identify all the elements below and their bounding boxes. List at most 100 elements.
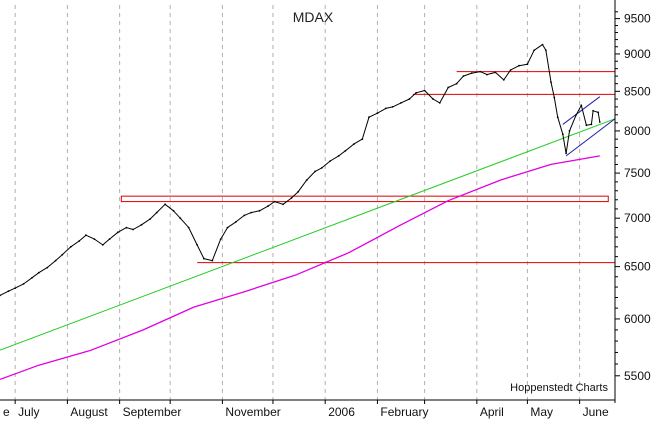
- grid-lines: [14, 5, 581, 404]
- plot-background: [0, 0, 615, 400]
- price-point-23: [179, 217, 182, 220]
- y-tick-label-8500: 8500: [624, 84, 651, 98]
- price-line: [0, 44, 601, 296]
- price-point-14: [108, 238, 111, 241]
- price-point-47: [368, 116, 370, 119]
- price-point-80: [590, 123, 593, 126]
- price-point-44: [344, 149, 347, 152]
- price-point-25: [196, 244, 199, 246]
- price-point-74: [561, 133, 564, 136]
- price-point-17: [132, 228, 135, 231]
- price-point-13: [101, 244, 104, 246]
- price-point-29: [226, 226, 229, 229]
- x-tick-label-6: February: [380, 405, 428, 419]
- price-point-53: [415, 91, 418, 94]
- source-label: Hoppenstedt Charts: [510, 382, 608, 394]
- x-tick-label-9: June: [583, 405, 609, 419]
- price-point-66: [518, 64, 520, 67]
- chart-title: MDAX: [293, 9, 334, 25]
- y-tick-label-9000: 9000: [624, 47, 651, 61]
- price-point-52: [408, 98, 411, 100]
- price-point-3: [22, 283, 25, 285]
- price-point-9: [69, 245, 72, 248]
- price-point-27: [211, 259, 214, 262]
- price-point-77: [575, 113, 578, 116]
- x-tick-label-7: April: [480, 405, 504, 419]
- price-point-0: [0, 294, 1, 297]
- price-point-55: [432, 98, 434, 100]
- x-tick-label-0: e: [3, 405, 10, 419]
- price-point-10: [78, 240, 81, 242]
- price-point-43: [337, 155, 340, 157]
- price-point-51: [400, 102, 402, 104]
- price-point-19: [149, 218, 151, 221]
- price-point-58: [455, 82, 458, 85]
- price-point-26: [203, 257, 205, 260]
- price-point-41: [320, 167, 323, 169]
- price-point-34: [267, 205, 269, 208]
- price-point-21: [164, 203, 167, 206]
- price-point-8: [61, 253, 64, 256]
- price-point-30: [235, 221, 237, 223]
- price-point-40: [314, 170, 316, 173]
- price-point-46: [361, 138, 364, 141]
- x-tick-label-5: 2006: [328, 405, 355, 419]
- price-point-69: [541, 43, 544, 46]
- price-point-38: [297, 190, 300, 193]
- channel-line-1: [562, 96, 601, 125]
- price-point-33: [258, 209, 261, 212]
- channel-line-2: [565, 118, 616, 157]
- y-tick-label-5500: 5500: [624, 369, 651, 383]
- price-point-1: [7, 290, 10, 293]
- x-tick-label-2: August: [70, 405, 108, 419]
- price-point-64: [502, 79, 505, 81]
- price-point-59: [462, 75, 465, 77]
- price-point-83: [598, 121, 601, 123]
- x-tick-label-8: May: [530, 405, 553, 419]
- price-point-28: [219, 238, 222, 241]
- price-point-60: [470, 72, 473, 74]
- price-point-11: [85, 234, 87, 237]
- x-tick-labels: e July August September November 2006 February…: [3, 405, 609, 419]
- price-point-57: [447, 86, 450, 89]
- price-point-2: [14, 287, 17, 289]
- price-point-81: [592, 109, 594, 112]
- price-point-24: [187, 226, 190, 229]
- price-point-5: [37, 271, 40, 274]
- x-tick-label-1: July: [18, 405, 39, 419]
- price-point-36: [282, 203, 284, 206]
- price-point-39: [305, 179, 308, 182]
- axes: [0, 0, 616, 403]
- price-point-20: [155, 211, 158, 214]
- price-point-54: [423, 89, 426, 92]
- moving-average-line: [0, 155, 600, 381]
- price-point-75: [565, 152, 567, 155]
- green-trend-line: [0, 118, 616, 351]
- price-point-48: [376, 112, 379, 115]
- y-tick-label-7000: 7000: [624, 211, 651, 225]
- price-point-76: [568, 130, 571, 132]
- price-point-18: [140, 223, 143, 226]
- price-point-35: [273, 200, 276, 203]
- price-point-79: [585, 124, 588, 127]
- price-point-22: [172, 209, 175, 212]
- price-point-65: [509, 69, 512, 71]
- price-point-12: [93, 238, 96, 241]
- price-point-63: [494, 71, 497, 74]
- price-point-72: [553, 96, 556, 99]
- trend-lines: [0, 96, 616, 351]
- price-point-56: [438, 102, 441, 104]
- price-point-78: [580, 104, 583, 107]
- price-point-71: [550, 81, 552, 83]
- horizontal-lines: [197, 71, 615, 264]
- price-point-37: [290, 197, 293, 199]
- y-tick-label-6000: 6000: [624, 312, 651, 326]
- y-tick-label-9500: 9500: [624, 12, 651, 26]
- y-tick-label-7500: 7500: [624, 166, 651, 180]
- price-point-62: [486, 73, 488, 76]
- y-tick-labels: 5500 6000 6500 7000 7500 8000 8500 9000 9500: [615, 11, 651, 383]
- price-point-49: [384, 107, 387, 110]
- price-point-4: [31, 276, 33, 279]
